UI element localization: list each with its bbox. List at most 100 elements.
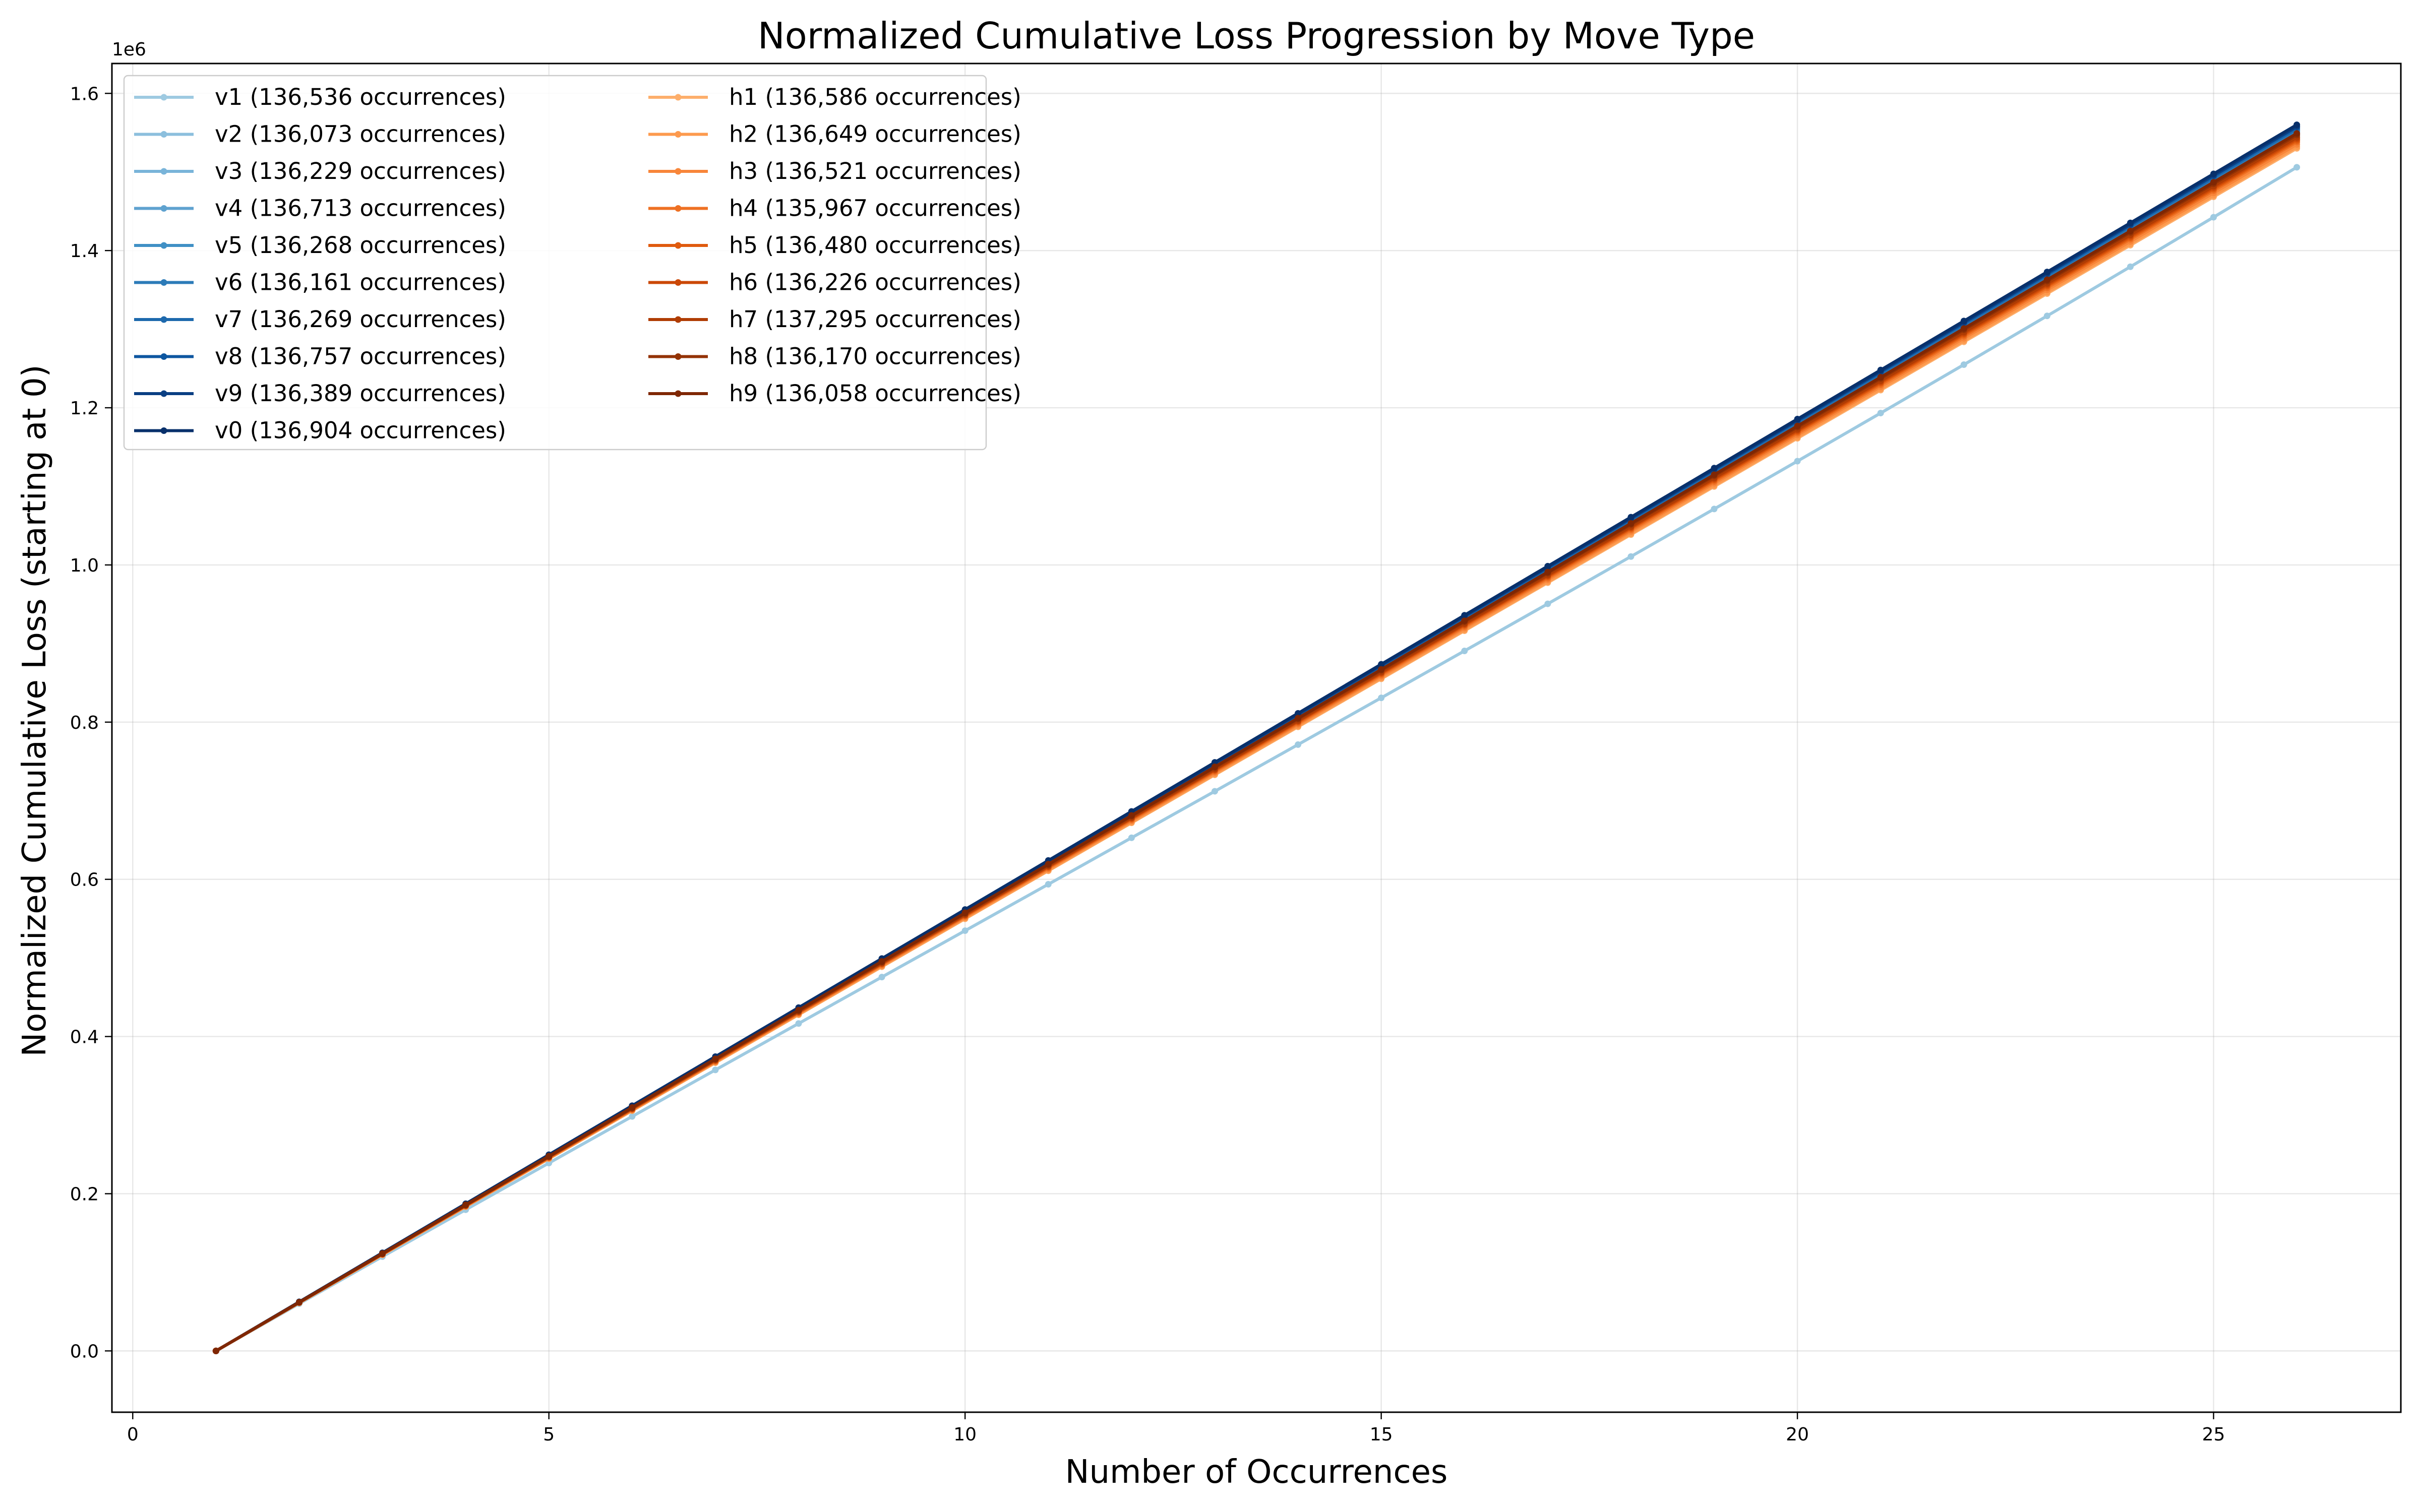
data-point: [1295, 715, 1302, 722]
data-point: [712, 1066, 719, 1074]
x-tick-label: 25: [2202, 1424, 2225, 1445]
data-point: [1295, 710, 1302, 717]
data-point: [1960, 361, 1967, 368]
legend-marker: [675, 205, 682, 212]
y-offset-label: 1e6: [112, 39, 146, 60]
data-point: [1794, 458, 1801, 465]
legend-item: h2 (136,649 occurrences): [648, 121, 1021, 148]
legend-marker: [675, 242, 682, 249]
data-point: [1877, 366, 1884, 373]
legend-label: v8 (136,757 occurrences): [215, 343, 506, 370]
series-line: [215, 132, 2298, 1352]
legend-label: v7 (136,269 occurrences): [215, 306, 506, 333]
data-point: [878, 974, 885, 981]
legend-label: v2 (136,073 occurrences): [215, 121, 506, 148]
data-point: [2127, 219, 2134, 226]
legend-marker: [675, 353, 682, 360]
legend-label: v3 (136,229 occurrences): [215, 158, 506, 184]
legend-marker: [675, 316, 682, 323]
chart-title: Normalized Cumulative Loss Progression b…: [758, 15, 1755, 57]
legend-marker: [160, 94, 167, 101]
legend-marker: [160, 316, 167, 323]
legend-item: v1 (136,536 occurrences): [134, 84, 506, 110]
data-point: [1711, 471, 1718, 478]
data-point: [2043, 312, 2050, 320]
legend-label: v4 (136,713 occurrences): [215, 195, 506, 222]
legend-item: h9 (136,058 occurrences): [648, 380, 1021, 407]
data-point: [795, 1006, 802, 1014]
x-tick-label: 0: [127, 1424, 139, 1445]
x-tick-label: 10: [953, 1424, 977, 1445]
data-point: [961, 909, 969, 916]
data-point: [795, 1020, 802, 1027]
data-point: [961, 927, 969, 934]
y-tick-label: 0.6: [70, 870, 99, 891]
legend-marker: [675, 94, 682, 101]
series-layer: [212, 121, 2301, 1354]
data-point: [1378, 695, 1385, 702]
data-point: [1461, 617, 1468, 624]
data-point: [1544, 600, 1551, 607]
data-point: [878, 958, 885, 965]
data-point: [1794, 422, 1801, 429]
legend-label: v0 (136,904 occurrences): [215, 417, 506, 444]
legend-label: h1 (136,586 occurrences): [729, 84, 1021, 110]
legend-item: v3 (136,229 occurrences): [134, 158, 506, 184]
data-point: [379, 1250, 386, 1257]
data-point: [2043, 276, 2050, 283]
legend-label: h4 (135,967 occurrences): [729, 195, 1021, 222]
data-point: [629, 1113, 636, 1120]
data-point: [1877, 410, 1884, 417]
legend-item: h7 (137,295 occurrences): [648, 306, 1021, 333]
data-point: [1627, 514, 1635, 521]
data-point: [2293, 164, 2301, 171]
data-point: [1128, 812, 1135, 819]
legend-label: h8 (136,170 occurrences): [729, 343, 1021, 370]
legend-item: v5 (136,268 occurrences): [134, 232, 506, 259]
data-point: [2210, 170, 2217, 177]
legend-marker: [160, 353, 167, 360]
y-tick-label: 1.4: [70, 241, 99, 262]
data-point: [712, 1055, 719, 1062]
data-point: [546, 1153, 553, 1160]
data-point: [2293, 130, 2301, 137]
data-point: [2043, 269, 2050, 276]
data-point: [295, 1299, 302, 1306]
legend-marker: [160, 131, 167, 138]
x-tick-label: 5: [543, 1424, 555, 1445]
legend-label: v6 (136,161 occurrences): [215, 269, 506, 296]
legend-label: v9 (136,389 occurrences): [215, 380, 506, 407]
data-point: [2210, 179, 2217, 186]
data-point: [629, 1104, 636, 1111]
data-point: [1960, 325, 1967, 332]
legend-label: v1 (136,536 occurrences): [215, 84, 506, 110]
data-point: [1211, 788, 1218, 795]
data-point: [2127, 263, 2134, 270]
legend-item: v0 (136,904 occurrences): [134, 417, 506, 444]
data-point: [1711, 465, 1718, 472]
legend-item: h6 (136,226 occurrences): [648, 269, 1021, 296]
legend-marker: [160, 168, 167, 175]
legend-box: [123, 75, 987, 451]
legend-item: h3 (136,521 occurrences): [648, 158, 1021, 184]
legend-item: v7 (136,269 occurrences): [134, 306, 506, 333]
legend-marker: [160, 427, 167, 434]
data-point: [1544, 569, 1551, 576]
legend-item: h5 (136,480 occurrences): [648, 232, 1021, 259]
legend-label: h9 (136,058 occurrences): [729, 380, 1021, 407]
y-tick-label: 1.2: [70, 398, 99, 419]
legend-item: h4 (135,967 occurrences): [648, 195, 1021, 222]
legend-marker: [675, 390, 682, 397]
data-point: [1128, 834, 1135, 841]
data-point: [1378, 661, 1385, 668]
data-point: [1627, 553, 1635, 560]
series-h9: [212, 130, 2301, 1354]
legend-marker: [160, 390, 167, 397]
legend-item: h8 (136,170 occurrences): [648, 343, 1021, 370]
data-point: [1211, 763, 1218, 770]
data-point: [1461, 612, 1468, 619]
data-point: [1960, 318, 1967, 325]
y-tick-label: 0.0: [70, 1341, 99, 1362]
data-point: [462, 1202, 469, 1209]
data-point: [1794, 415, 1801, 422]
